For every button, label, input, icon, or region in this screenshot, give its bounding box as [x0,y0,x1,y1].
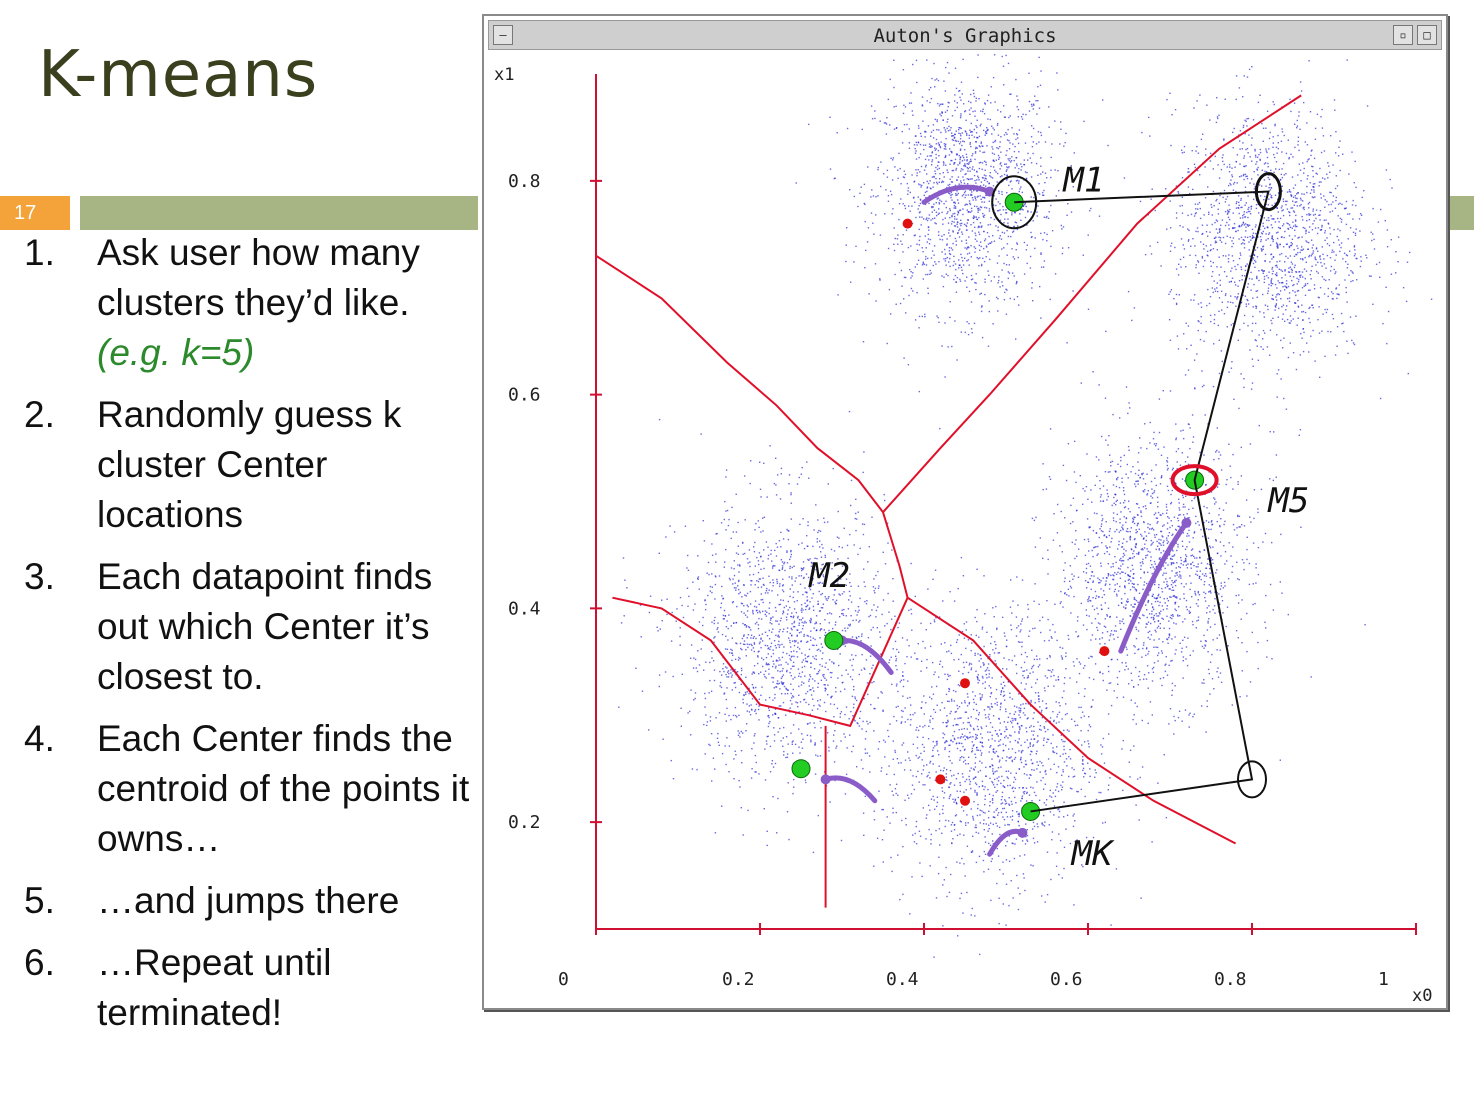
new-center [791,759,811,779]
old-center [960,795,970,806]
step-text: Ask user how many clusters they’d like. [97,232,420,323]
y-tick-label: 0.2 [508,812,541,833]
step-example: (e.g. k=5) [97,332,255,373]
scatter-plot: 0 0.2 0.4 0.6 0.8 1 0.2 0.4 0.6 0.8 x1 x0 M1 M2 M5 MK [494,54,1433,1004]
arrow-head [1017,827,1028,838]
old-center [960,678,970,689]
arrow-head [1181,517,1192,528]
y-tick-label: 0.4 [508,598,541,619]
window-title: Auton's Graphics [873,25,1057,47]
step-text: …and jumps there [97,880,400,921]
step-number: 2. [24,394,55,435]
boundary-line [907,596,1237,845]
steps-list: 1. Ask user how many clusters they’d lik… [20,228,480,1050]
boundary-line [882,511,909,598]
window-titlebar[interactable]: — Auton's Graphics ▫ □ [488,20,1442,50]
step-number: 4. [24,718,55,759]
step-text: Randomly guess k cluster Center location… [97,394,402,535]
step-item: 4. Each Center finds the centroid of the… [20,714,480,864]
y-tick-label: 0.6 [508,385,541,406]
boundary-line [595,254,884,513]
move-arrow [823,775,878,804]
minimize-icon[interactable]: — [493,25,513,45]
ink-label: M5 [1267,481,1309,521]
slide-number: 17 [0,196,70,230]
close-icon[interactable]: □ [1417,25,1437,45]
ink-label: MK [1071,834,1115,874]
y-axis-label: x1 [494,65,514,85]
ink-label: M1 [1062,161,1104,201]
boundary-line [882,94,1302,513]
y-tick-label: 0.8 [508,171,541,192]
old-center [935,774,946,785]
boundary-line [612,596,909,728]
step-number: 6. [24,942,55,983]
step-number: 5. [24,880,55,921]
move-arrow [921,184,993,205]
step-item: 1. Ask user how many clusters they’d lik… [20,228,480,378]
title-rule [80,196,478,230]
arrow-head [984,186,995,197]
arrow-head [820,774,831,785]
ink-circle [991,175,1038,230]
x-tick-label: 0.4 [886,969,919,990]
x-tick-label: 0 [558,969,569,990]
step-item: 3. Each datapoint finds out which Center… [20,552,480,702]
x-tick-label: 1 [1378,969,1389,990]
ink-label: M2 [808,556,850,596]
step-text: Each Center finds the centroid of the po… [97,718,470,859]
ink-circle [1254,172,1282,212]
new-center [824,630,844,650]
x-tick-label: 0.2 [722,969,755,990]
move-arrow [987,828,1025,857]
plot-window: — Auton's Graphics ▫ □ 0 0.2 0.4 0.6 0.8 1 0.2… [482,14,1448,1010]
x-tick-label: 0.8 [1214,969,1247,990]
data-points [618,54,1433,958]
old-center [902,218,913,229]
ink-path [1014,190,1270,813]
ink-circle [1237,760,1267,799]
title-rule-right [1450,196,1474,230]
step-number: 3. [24,556,55,597]
step-item: 6. …Repeat until terminated! [20,938,480,1038]
step-text: Each datapoint finds out which Center it… [97,556,433,697]
slide-title: K-means [38,38,319,112]
maximize-icon[interactable]: ▫ [1393,25,1413,45]
move-arrow [1118,520,1189,654]
x-axis-label: x0 [1412,986,1432,1004]
old-center [1099,646,1110,657]
step-number: 1. [24,232,55,273]
x-tick-label: 0.6 [1050,969,1083,990]
step-item: 5. …and jumps there [20,876,480,926]
step-text: …Repeat until terminated! [97,942,332,1033]
move-arrow [839,637,894,675]
step-item: 2. Randomly guess k cluster Center locat… [20,390,480,540]
ink-circle [1170,464,1219,497]
